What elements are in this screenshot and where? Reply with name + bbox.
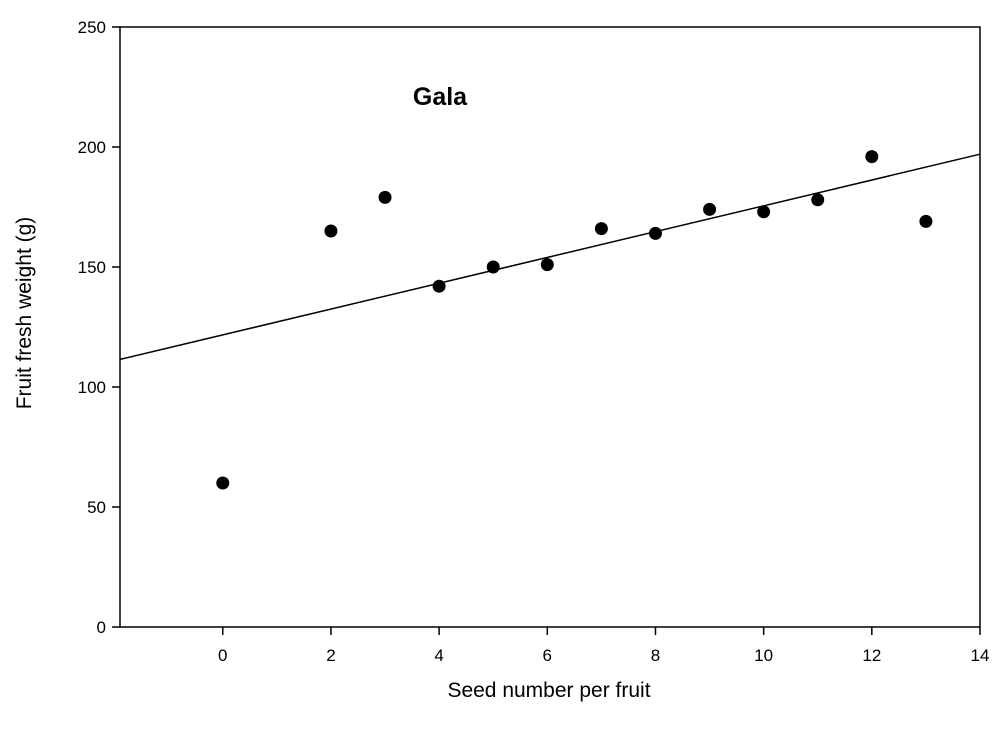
y-tick-label: 200 [78, 138, 106, 157]
data-point [811, 193, 825, 207]
data-point [703, 202, 717, 216]
x-tick-label: 6 [543, 646, 552, 665]
x-tick-label: 4 [434, 646, 443, 665]
y-tick-label: 100 [78, 378, 106, 397]
y-axis: 0 50 100 150 200 250 [78, 18, 120, 637]
data-point [486, 260, 500, 274]
x-tick-label: 10 [754, 646, 773, 665]
y-tick-label: 250 [78, 18, 106, 37]
data-point [865, 150, 879, 164]
x-axis-title: Seed number per fruit [447, 679, 650, 702]
x-tick-label: 14 [971, 646, 990, 665]
data-point [594, 222, 608, 236]
y-tick-label: 150 [78, 258, 106, 277]
y-tick-label: 50 [87, 498, 106, 517]
x-axis: 0 2 4 6 8 10 12 14 [218, 627, 989, 665]
chart-annotation: Gala [413, 83, 468, 111]
x-tick-label: 0 [218, 646, 227, 665]
x-tick-label: 12 [862, 646, 881, 665]
x-tick-label: 8 [651, 646, 660, 665]
y-axis-title: Fruit fresh weight (g) [13, 217, 36, 410]
data-points [216, 150, 933, 490]
regression-line [119, 153, 981, 361]
data-point [378, 190, 392, 204]
y-tick-label: 0 [97, 618, 106, 637]
data-point [540, 258, 554, 272]
data-point [324, 224, 338, 238]
data-point [432, 279, 446, 293]
x-tick-label: 2 [326, 646, 335, 665]
data-point [648, 226, 662, 240]
data-point [919, 214, 933, 228]
data-point [757, 205, 771, 219]
plot-frame [119, 26, 981, 628]
data-point [216, 476, 230, 490]
